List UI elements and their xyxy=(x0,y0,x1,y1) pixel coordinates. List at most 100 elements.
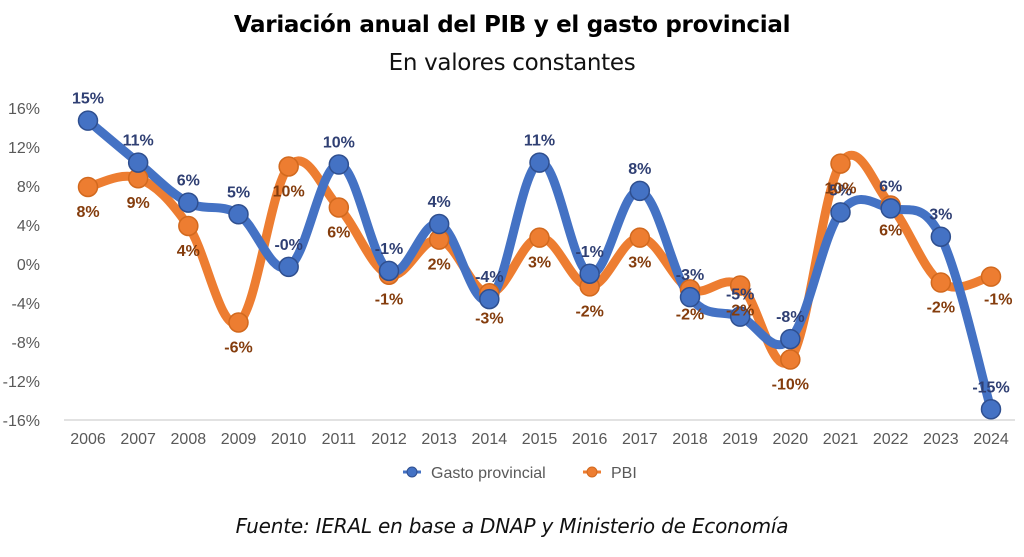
data-label-pbi: -2% xyxy=(927,300,955,317)
data-point-pbi xyxy=(529,227,550,248)
data-label-gasto: -5% xyxy=(726,287,754,304)
y-tick-label: 0% xyxy=(17,257,40,274)
data-point-gasto xyxy=(278,256,299,278)
data-point-gasto xyxy=(378,260,400,282)
data-point-pbi xyxy=(780,349,801,370)
data-label-gasto: 11% xyxy=(123,133,154,150)
chart-subtitle: En valores constantes xyxy=(388,50,636,76)
data-point-gasto xyxy=(629,180,651,202)
x-axis: 2006 2007 2008 2009 2010 2011 2012 2013 2014 2015… xyxy=(70,431,1009,448)
series-points xyxy=(77,110,1002,420)
data-point-gasto xyxy=(729,306,751,327)
data-point-pbi xyxy=(328,197,350,218)
data-point-gasto xyxy=(127,152,149,173)
data-label-pbi: 8% xyxy=(76,204,99,221)
data-point-pbi xyxy=(278,156,299,177)
data-label-pbi: -1% xyxy=(984,292,1012,309)
data-label-pbi: 10% xyxy=(824,181,856,198)
data-point-pbi xyxy=(228,312,249,333)
data-point-pbi xyxy=(629,227,651,248)
x-tick-label: 2016 xyxy=(572,431,608,448)
data-label-gasto: 15% xyxy=(72,91,104,108)
data-label-gasto: 5% xyxy=(227,184,250,201)
x-tick-label: 2008 xyxy=(171,431,207,448)
data-point-gasto xyxy=(178,192,199,213)
data-point-pbi xyxy=(178,215,199,237)
data-point-pbi xyxy=(729,275,751,296)
data-label-gasto: -15% xyxy=(972,379,1009,396)
data-label-gasto: -0% xyxy=(274,237,302,254)
x-tick-label: 2012 xyxy=(371,431,407,448)
data-point-gasto xyxy=(428,213,450,235)
data-label-pbi: -6% xyxy=(224,340,252,357)
x-tick-label: 2024 xyxy=(973,431,1009,448)
x-tick-label: 2014 xyxy=(472,431,508,448)
y-tick-label: 16% xyxy=(8,101,40,118)
data-point-gasto xyxy=(328,154,350,175)
y-tick-label: 12% xyxy=(8,140,40,157)
data-point-pbi xyxy=(930,272,952,293)
data-labels: 15% 11% 6% 5% -0% 10% -1% 4% -4% 11% -1% 8% -3% -5% -8… xyxy=(72,91,1012,397)
x-tick-label: 2010 xyxy=(271,431,307,448)
legend-label: PBI xyxy=(611,465,637,482)
data-point-gasto xyxy=(579,263,600,284)
x-tick-label: 2009 xyxy=(221,431,257,448)
data-label-gasto: 5% xyxy=(829,182,852,199)
data-point-gasto xyxy=(930,226,952,247)
x-tick-label: 2007 xyxy=(120,431,156,448)
x-tick-label: 2021 xyxy=(823,431,859,448)
data-point-gasto xyxy=(479,288,500,310)
data-label-gasto: -3% xyxy=(676,267,704,284)
data-label-pbi: -3% xyxy=(475,310,503,327)
x-tick-label: 2011 xyxy=(322,431,357,448)
data-point-gasto xyxy=(780,328,801,350)
y-tick-label: -4% xyxy=(12,296,40,313)
y-tick-label: -12% xyxy=(3,374,40,391)
x-tick-label: 2017 xyxy=(622,431,658,448)
data-label-gasto: -8% xyxy=(776,309,804,326)
data-label-gasto: 8% xyxy=(628,161,651,178)
data-label-pbi: 4% xyxy=(177,243,200,260)
x-tick-label: 2015 xyxy=(522,431,558,448)
data-point-pbi xyxy=(77,176,99,198)
data-point-gasto xyxy=(880,198,901,219)
data-label-gasto: 4% xyxy=(428,194,451,211)
data-label-gasto: 6% xyxy=(177,173,200,190)
data-label-pbi: -2% xyxy=(726,302,754,319)
data-point-gasto xyxy=(679,286,701,308)
x-tick-label: 2006 xyxy=(70,431,106,448)
chart-title: Variación anual del PIB y el gasto provi… xyxy=(233,12,791,38)
data-point-gasto xyxy=(980,399,1002,420)
legend-marker-icon xyxy=(406,466,418,478)
x-tick-label: 2022 xyxy=(873,431,909,448)
data-label-pbi: 9% xyxy=(127,195,150,212)
data-point-gasto xyxy=(830,202,851,223)
x-tick-label: 2013 xyxy=(421,431,457,448)
data-label-pbi: 6% xyxy=(327,224,350,241)
data-label-gasto: 11% xyxy=(524,133,555,150)
data-label-gasto: 10% xyxy=(323,135,355,152)
data-label-gasto: -1% xyxy=(575,244,603,261)
data-label-pbi: -2% xyxy=(575,303,603,320)
data-label-pbi: 6% xyxy=(879,223,902,240)
data-label-pbi: 10% xyxy=(273,184,305,201)
data-label-pbi: 3% xyxy=(528,255,551,272)
x-tick-label: 2019 xyxy=(722,431,758,448)
y-tick-label: 4% xyxy=(17,218,40,235)
data-label-gasto: -1% xyxy=(375,241,403,258)
data-label-gasto: 3% xyxy=(929,207,952,224)
x-tick-label: 2020 xyxy=(773,431,809,448)
legend: Gasto provincial PBI xyxy=(403,465,637,482)
source-note: Fuente: IERAL en base a DNAP y Ministeri… xyxy=(235,514,789,538)
legend-marker-icon xyxy=(586,466,598,478)
y-tick-label: -16% xyxy=(3,413,40,430)
data-point-pbi xyxy=(830,153,851,174)
legend-label: Gasto provincial xyxy=(431,465,546,482)
x-tick-label: 2018 xyxy=(672,431,708,448)
data-point-pbi xyxy=(980,266,1002,287)
data-label-pbi: -10% xyxy=(772,377,809,394)
data-point-gasto xyxy=(77,110,99,131)
data-label-gasto: -4% xyxy=(475,269,503,286)
y-tick-label: 8% xyxy=(17,179,40,196)
